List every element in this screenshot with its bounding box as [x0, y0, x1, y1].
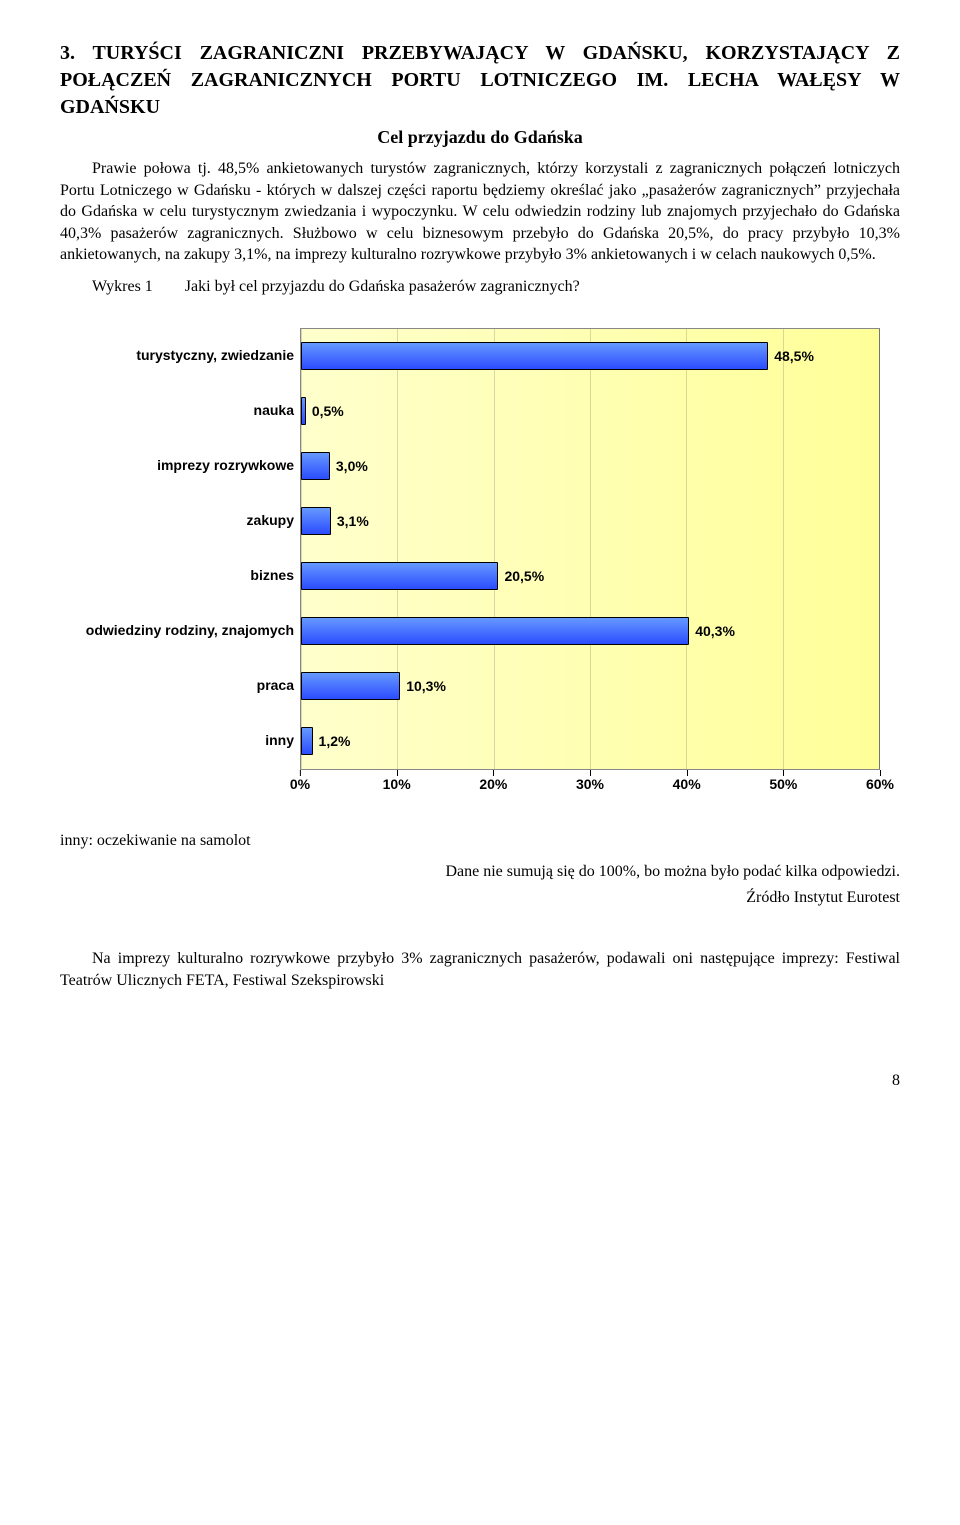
chart-bar-value: 48,5%	[774, 348, 814, 364]
chart-bar	[301, 507, 331, 535]
chart-bar-value: 20,5%	[504, 568, 544, 584]
chart-bar	[301, 562, 498, 590]
section-title: 3. TURYŚCI ZAGRANICZNI PRZEBYWAJĄCY W GD…	[60, 40, 900, 121]
section-number: 3.	[60, 42, 75, 64]
chart-bar-value: 3,0%	[336, 458, 368, 474]
chart-bar	[301, 672, 400, 700]
chart-category-label: odwiedziny rodziny, znajomych	[62, 615, 294, 645]
chart-category-label: biznes	[62, 560, 294, 590]
chart-bar-row: 0,5%	[301, 396, 879, 426]
chart-x-tick: 0%	[290, 776, 310, 792]
chart-x-tick: 50%	[769, 776, 797, 792]
chart-x-tick: 10%	[383, 776, 411, 792]
chart-bar-value: 40,3%	[695, 623, 735, 639]
chart-category-label: nauka	[62, 395, 294, 425]
bar-chart: turystyczny, zwiedzanie nauka imprezy rozr…	[60, 328, 900, 770]
chart-bar	[301, 727, 313, 755]
chart-category-label: imprezy rozrywkowe	[62, 450, 294, 480]
chart-bar	[301, 397, 306, 425]
section-title-l1: TURYŚCI ZAGRANICZNI PRZEBYWAJĄCY W GDAŃS…	[92, 42, 687, 64]
chart-bar-row: 20,5%	[301, 561, 879, 591]
chart-x-tick: 40%	[673, 776, 701, 792]
page-number: 8	[60, 1072, 900, 1090]
chart-category-label: praca	[62, 670, 294, 700]
chart-x-tick: 20%	[479, 776, 507, 792]
chart-caption-line: Wykres 1 Jaki był cel przyjazdu do Gdańs…	[60, 276, 900, 298]
footnote-left: inny: oczekiwanie na samolot	[60, 830, 900, 852]
chart-container: turystyczny, zwiedzanie nauka imprezy rozr…	[60, 328, 900, 770]
chart-x-tick: 30%	[576, 776, 604, 792]
chart-bar	[301, 452, 330, 480]
chart-bar-row: 3,1%	[301, 506, 879, 536]
chart-number: Wykres 1	[92, 278, 153, 295]
chart-bar	[301, 617, 689, 645]
chart-bar-value: 3,1%	[337, 513, 369, 529]
chart-bar-row: 1,2%	[301, 726, 879, 756]
chart-x-tick: 60%	[866, 776, 894, 792]
chart-bar-row: 3,0%	[301, 451, 879, 481]
footnote-right-2: Źródło Instytut Eurotest	[60, 887, 900, 909]
chart-caption: Jaki był cel przyjazdu do Gdańska pasaże…	[185, 278, 580, 295]
chart-bar-value: 1,2%	[319, 733, 351, 749]
section-subtitle: Cel przyjazdu do Gdańska	[60, 127, 900, 148]
chart-bar-value: 0,5%	[312, 403, 344, 419]
chart-bar-value: 10,3%	[406, 678, 446, 694]
chart-bar-row: 48,5%	[301, 341, 879, 371]
paragraph-2: Na imprezy kulturalno rozrywkowe przybył…	[60, 948, 900, 991]
paragraph-1: Prawie połowa tj. 48,5% ankietowanych tu…	[60, 158, 900, 266]
chart-bar-row: 40,3%	[301, 616, 879, 646]
chart-bar	[301, 342, 768, 370]
chart-category-label: zakupy	[62, 505, 294, 535]
footnote-right-1: Dane nie sumują się do 100%, bo można by…	[60, 861, 900, 883]
chart-category-label: inny	[62, 725, 294, 755]
chart-bar-row: 10,3%	[301, 671, 879, 701]
chart-category-label: turystyczny, zwiedzanie	[62, 340, 294, 370]
